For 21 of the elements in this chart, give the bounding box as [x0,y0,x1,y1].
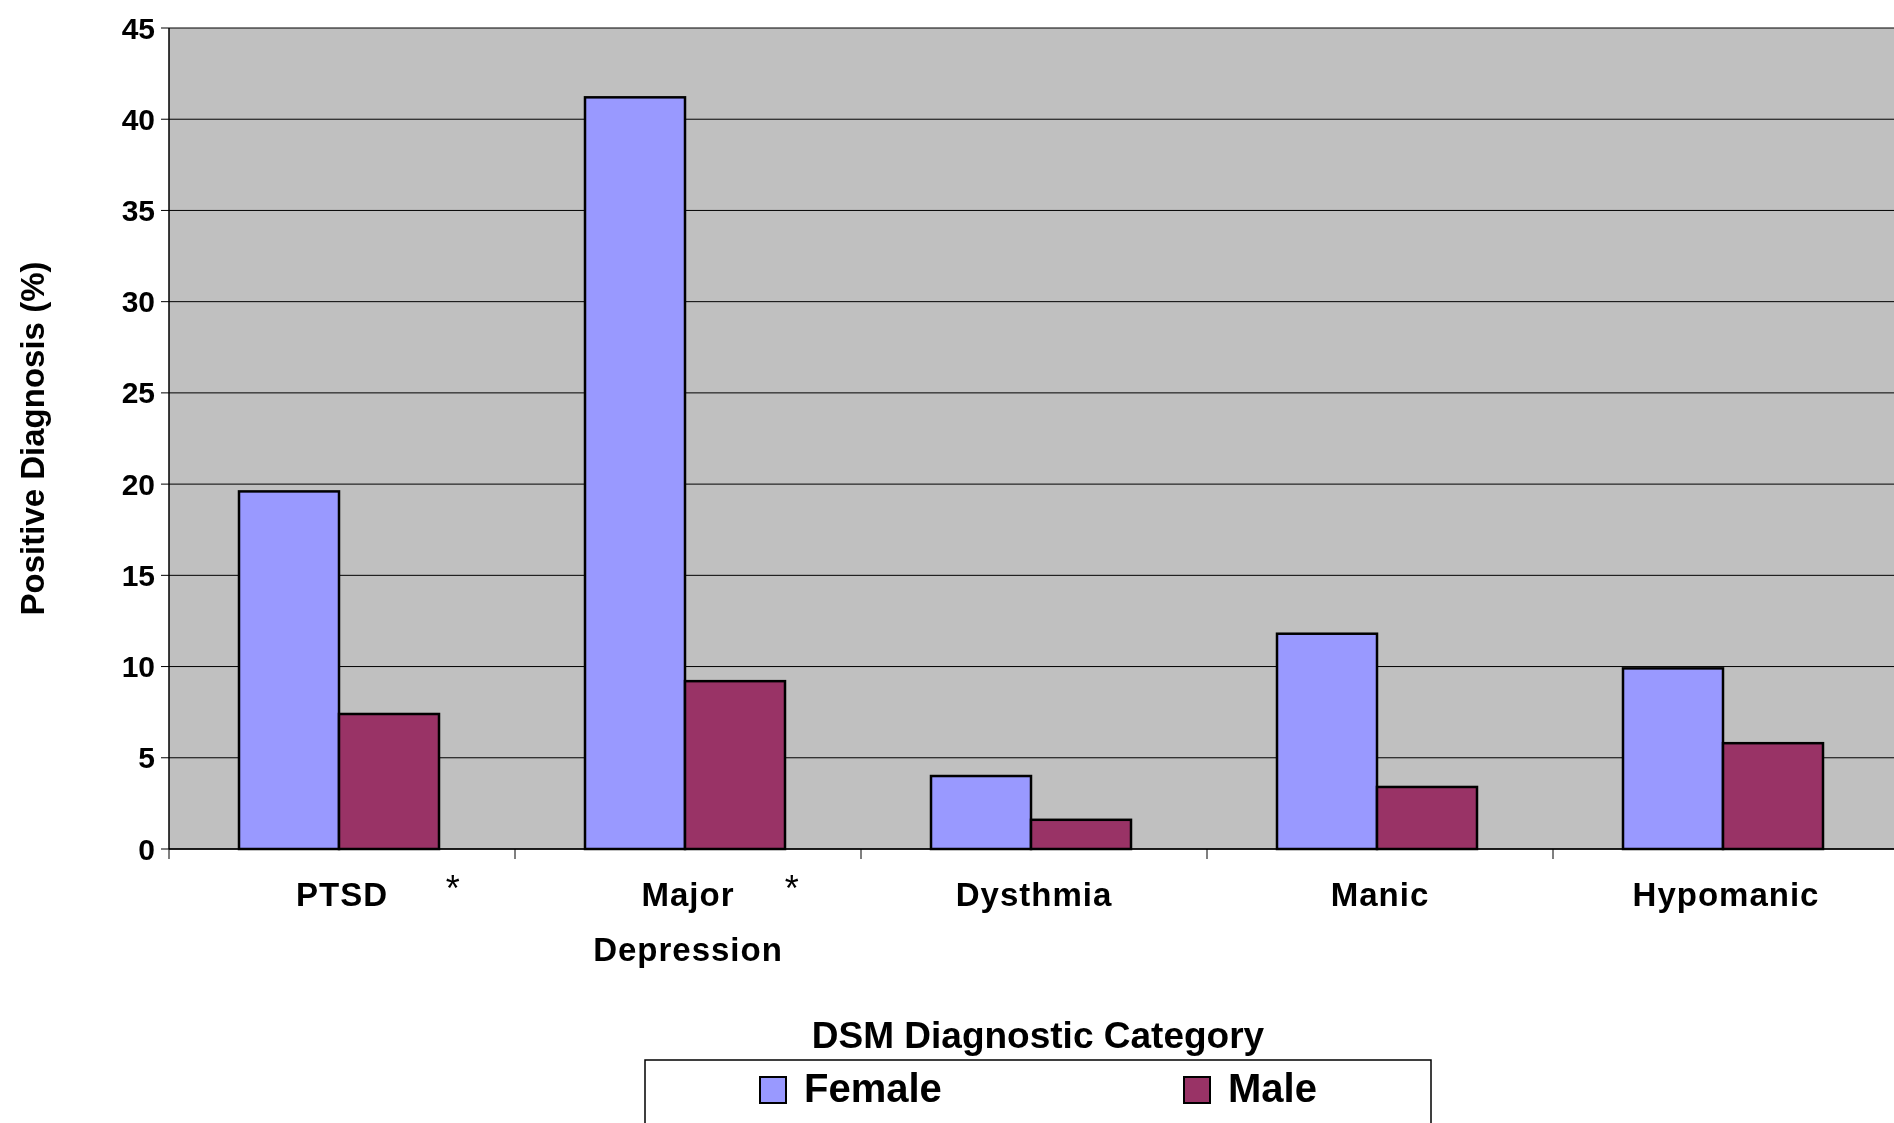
x-tick-label: Dysthmia [955,876,1113,913]
x-tick-label: Manic [1330,876,1430,913]
y-tick-label: 35 [121,193,155,227]
x-axis-title: DSM Diagnostic Category [811,1015,1265,1056]
y-tick-label: 15 [121,558,155,592]
x-tick-label: Hypomanic [1632,876,1820,913]
y-tick-label: 45 [121,11,155,45]
legend-label: Male [1228,1066,1317,1110]
y-axis-title: Positive Diagnosis (%) [14,261,51,616]
y-tick-label: 0 [138,832,155,866]
x-tick-label: PTSD [295,876,389,913]
y-tick-label: 10 [121,650,155,684]
y-tick-label: 5 [138,741,155,775]
y-tick-label: 40 [121,102,155,136]
text: * [784,868,799,909]
legend-label: Female [804,1066,942,1110]
text: * [445,868,460,909]
y-tick-label: 30 [121,285,155,319]
y-tick-label: 20 [121,467,155,501]
x-tick-label: Major Depression [593,876,783,968]
y-tick-label: 25 [121,376,155,410]
